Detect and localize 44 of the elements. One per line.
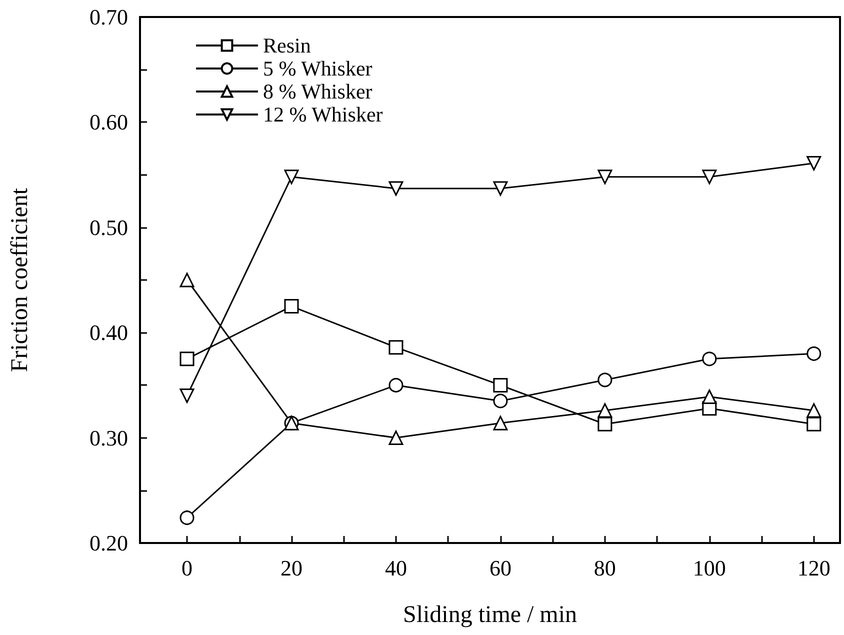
- point: [284, 170, 299, 184]
- point: [598, 403, 612, 418]
- point: [598, 170, 612, 184]
- y-axis-title: Friction coefficient: [7, 188, 33, 372]
- point: [806, 156, 822, 170]
- y-tick-label: 0.20: [90, 530, 128, 556]
- x-axis-title: Sliding time / min: [402, 602, 578, 628]
- legend-label: 8 % Whisker: [263, 80, 372, 104]
- legend-label: 5 % Whisker: [263, 56, 372, 80]
- x-tick-label: 20: [280, 556, 302, 580]
- point: [493, 394, 508, 408]
- point: [493, 181, 508, 196]
- point: [493, 378, 508, 392]
- point: [702, 170, 717, 184]
- point: [180, 272, 194, 288]
- x-tick-label: 60: [489, 556, 512, 580]
- point: [388, 430, 404, 446]
- point: [806, 416, 822, 432]
- y-tick-label: 0.30: [90, 425, 128, 450]
- x-tick-label: 120: [797, 556, 830, 580]
- point: [284, 299, 299, 314]
- point: [806, 403, 822, 418]
- y-tick-label: 0.50: [90, 214, 128, 240]
- x-tick-label: 100: [692, 556, 726, 580]
- point: [702, 390, 717, 404]
- x-tick-label: 0: [182, 556, 193, 580]
- x-tick-label: 80: [594, 556, 616, 580]
- point: [806, 346, 822, 361]
- x-tick-label: 40: [384, 556, 407, 580]
- y-tick-label: 0.70: [90, 4, 128, 30]
- point: [388, 181, 404, 196]
- legend-label: Resin: [263, 34, 312, 58]
- point: [388, 378, 404, 392]
- y-tick-label: 0.40: [90, 320, 128, 346]
- point: [702, 352, 717, 366]
- point: [180, 352, 194, 366]
- point: [598, 372, 612, 388]
- point: [180, 388, 194, 403]
- point: [388, 340, 404, 355]
- point: [493, 416, 508, 430]
- point: [598, 416, 612, 432]
- point: [180, 510, 194, 525]
- y-tick-label: 0.60: [90, 110, 128, 135]
- legend-label: 12 % Whisker: [263, 102, 383, 126]
